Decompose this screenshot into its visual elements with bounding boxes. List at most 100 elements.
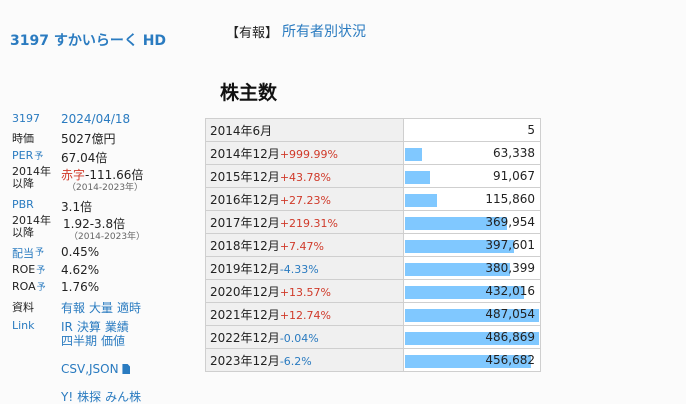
dividend-link[interactable]: 配当予 — [12, 247, 45, 260]
csv-json-link[interactable]: CSV,JSON — [61, 362, 131, 376]
shareholder-count: 380,399 — [485, 261, 535, 275]
file-download-icon — [122, 364, 131, 374]
date-link[interactable]: 2024/04/18 — [61, 112, 131, 126]
company-title-link[interactable]: 3197 すかいらーく HD — [10, 33, 167, 49]
value-cell: 91,067 — [403, 164, 541, 188]
table-row: 2018年12月+7.47% 397,601 — [205, 233, 541, 257]
shareholder-count: 63,338 — [493, 146, 535, 160]
change-percent: +27.23% — [279, 193, 331, 207]
quarterly-link[interactable]: 四半期 — [61, 334, 98, 348]
period-label: 2020年12月 — [210, 284, 280, 299]
forecast-icon: 予 — [34, 152, 44, 162]
value-bar — [405, 194, 437, 207]
per-history-value: 赤字-111.66倍 （2014-2023年） — [61, 168, 144, 193]
documents-label: 資料 — [12, 301, 34, 314]
value-bar — [405, 217, 507, 230]
change-percent: +12.74% — [279, 308, 331, 322]
market-cap-value: 5027億円 — [61, 132, 116, 146]
stock-code-link[interactable]: 3197 — [12, 112, 40, 125]
table-row: 2019年12月-4.33% 380,399 — [205, 256, 541, 280]
pbr-link[interactable]: PBR — [12, 198, 34, 211]
doc-link-yuho[interactable]: 有報 — [61, 301, 86, 315]
minkabu-link[interactable]: みん株 — [105, 390, 142, 404]
yahoo-link[interactable]: Y! — [61, 390, 74, 404]
period-cell: 2016年12月+27.23% — [205, 187, 404, 211]
period-label: 2016年12月 — [210, 192, 280, 207]
period-label: 2021年12月 — [210, 307, 280, 322]
value-cell: 486,869 — [403, 325, 541, 349]
table-row: 2014年6月 5 — [205, 118, 541, 142]
shareholder-count: 486,869 — [485, 330, 535, 344]
table-row: 2023年12月-6.2% 456,682 — [205, 348, 541, 372]
period-label: 2017年12月 — [210, 215, 280, 230]
change-percent: +7.47% — [279, 239, 324, 253]
value-bar — [405, 286, 524, 299]
period-label: 2014年6月 — [210, 123, 273, 138]
valuation-link[interactable]: 価値 — [101, 334, 126, 348]
dividend-value: 0.45% — [61, 245, 100, 259]
table-row: 2017年12月+219.31% 369,954 — [205, 210, 541, 234]
period-cell: 2014年12月+999.99% — [205, 141, 404, 165]
period-label: 2022年12月 — [210, 330, 280, 345]
table-row: 2022年12月-0.04% 486,869 — [205, 325, 541, 349]
report-type-tag: 【有報】 — [226, 26, 279, 41]
pbr-history-label: 2014年以降 — [12, 214, 51, 239]
table-row: 2021年12月+12.74% 487,054 — [205, 302, 541, 326]
period-cell: 2020年12月+13.57% — [205, 279, 404, 303]
value-cell: 115,860 — [403, 187, 541, 211]
shareholder-count-table: 2014年6月 5 2014年12月+999.99% 63,338 2015年12月+4… — [205, 118, 541, 372]
change-percent: +219.31% — [279, 216, 338, 230]
value-cell: 397,601 — [403, 233, 541, 257]
value-bar — [405, 309, 539, 322]
per-history-label: 2014年以降 — [12, 165, 51, 190]
value-bar — [405, 263, 510, 276]
change-percent: -0.04% — [279, 331, 319, 345]
roa-label: ROA予 — [12, 280, 46, 293]
shareholder-count: 369,954 — [485, 215, 535, 229]
earnings-link[interactable]: 決算 — [76, 320, 101, 334]
value-bar — [405, 355, 531, 368]
value-bar — [405, 240, 514, 253]
value-bar — [405, 332, 539, 345]
period-cell: 2014年6月 — [205, 118, 404, 142]
change-percent: +13.57% — [279, 285, 331, 299]
period-cell: 2023年12月-6.2% — [205, 348, 404, 372]
market-cap-label: 時価 — [12, 132, 34, 145]
link-label: Link — [12, 319, 35, 332]
documents-links: 有報 大量 適時 — [61, 299, 145, 316]
period-cell: 2017年12月+219.31% — [205, 210, 404, 234]
table-row: 2014年12月+999.99% 63,338 — [205, 141, 541, 165]
ir-link[interactable]: IR — [61, 320, 73, 334]
value-bar — [405, 171, 430, 184]
period-cell: 2015年12月+43.78% — [205, 164, 404, 188]
kabutan-link[interactable]: 株探 — [77, 390, 102, 404]
period-label: 2023年12月 — [210, 353, 280, 368]
change-percent: -6.2% — [279, 354, 312, 368]
shareholder-count: 456,682 — [485, 353, 535, 367]
value-cell: 456,682 — [403, 348, 541, 372]
forecast-icon: 予 — [36, 266, 46, 276]
table-row: 2015年12月+43.78% 91,067 — [205, 164, 541, 188]
shareholder-count: 432,016 — [485, 284, 535, 298]
value-cell: 5 — [403, 118, 541, 142]
period-label: 2015年12月 — [210, 169, 280, 184]
shareholder-count: 487,054 — [485, 307, 535, 321]
performance-link[interactable]: 業績 — [104, 320, 129, 334]
ownership-status-link[interactable]: 所有者別状況 — [282, 24, 366, 40]
value-cell: 432,016 — [403, 279, 541, 303]
roe-label: ROE予 — [12, 263, 46, 276]
per-link[interactable]: PER予 — [12, 149, 44, 162]
period-label: 2018年12月 — [210, 238, 280, 253]
change-percent: +43.78% — [279, 170, 331, 184]
forecast-icon: 予 — [36, 283, 46, 293]
period-cell: 2022年12月-0.04% — [205, 325, 404, 349]
period-label: 2014年12月 — [210, 146, 280, 161]
doc-link-large[interactable]: 大量 — [89, 301, 114, 315]
doc-link-timely[interactable]: 適時 — [117, 301, 142, 315]
change-percent: +999.99% — [279, 147, 338, 161]
shareholder-count: 5 — [527, 123, 535, 137]
pbr-history-value: 1.92-3.8倍 （2014-2023年） — [63, 217, 146, 242]
shareholder-count: 397,601 — [485, 238, 535, 252]
value-cell: 487,054 — [403, 302, 541, 326]
roe-value: 4.62% — [61, 263, 100, 277]
